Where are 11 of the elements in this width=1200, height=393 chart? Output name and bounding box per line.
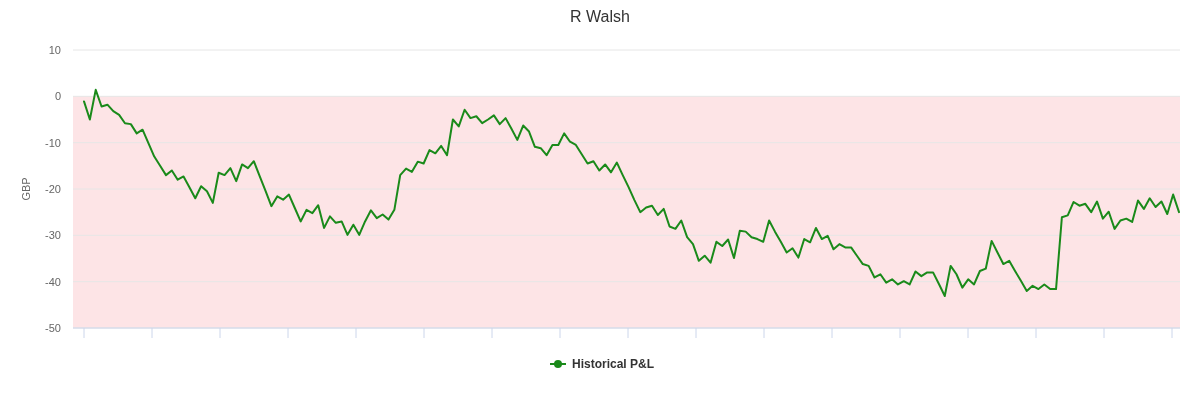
y-tick-label: -20 (45, 183, 61, 195)
y-tick-label: -30 (45, 229, 61, 242)
y-axis-title: GBP (20, 177, 32, 201)
chart-title: R Walsh (570, 8, 630, 25)
y-tick-label: -40 (45, 275, 61, 288)
y-tick-label: -10 (45, 136, 61, 149)
y-tick-label: 0 (54, 90, 61, 103)
line-series (83, 88, 1180, 298)
y-tick-label: 10 (48, 44, 61, 56)
y-tick-label: -50 (45, 322, 61, 334)
legend-label: Historical P&L (572, 357, 655, 371)
